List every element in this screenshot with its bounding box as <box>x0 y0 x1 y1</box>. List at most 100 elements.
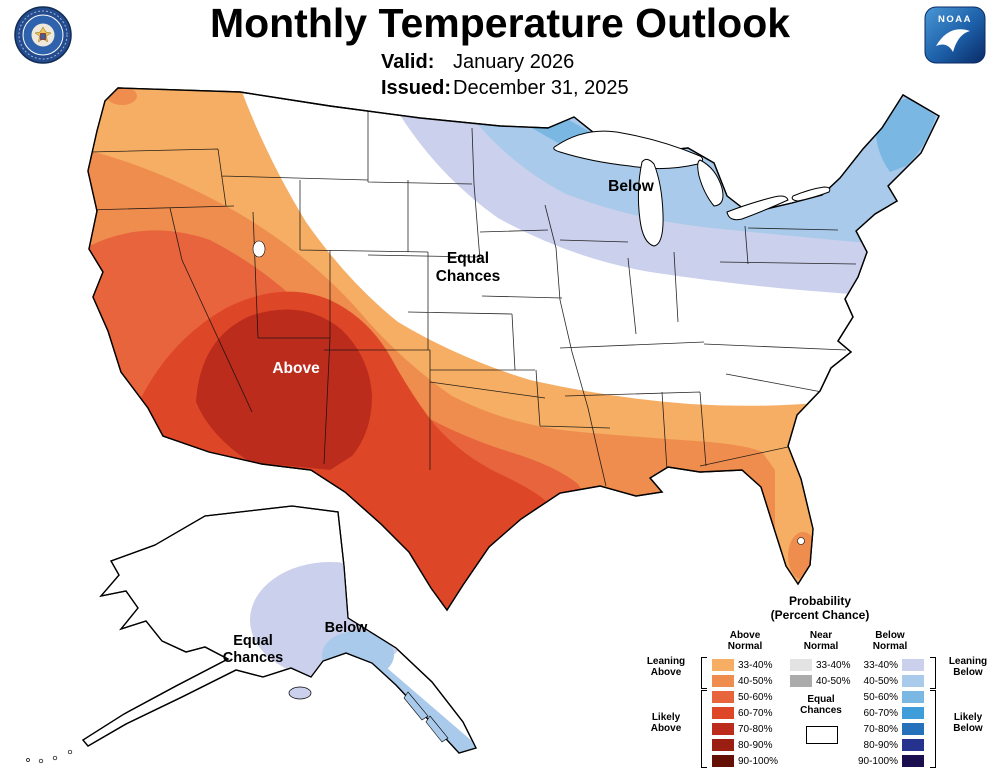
legend-row-below-60-70: 60-70% <box>856 706 924 720</box>
aleutian-islands <box>26 749 73 764</box>
legend-row-above-40-50: 40-50% <box>712 674 772 688</box>
legend-row-above-70-80: 70-80% <box>712 722 772 736</box>
legend-row-near-40-50: 40-50% <box>790 674 850 688</box>
swatch-above-60-70 <box>712 707 734 719</box>
noaa-logo: NOAA <box>924 6 986 64</box>
valid-value: January 2026 <box>453 51 575 73</box>
legend-label: 80-90% <box>738 739 773 751</box>
alaska-outline <box>82 505 477 754</box>
legend-label: 60-70% <box>863 707 898 719</box>
great-lakes <box>553 130 831 247</box>
legend-row-below-33-40: 33-40% <box>856 658 924 672</box>
alaska-label-equal-line1: Equal <box>233 633 272 649</box>
label-below-conus: Below <box>608 178 655 195</box>
legend-header-below: Below Normal <box>872 630 908 652</box>
issued-label: Issued: <box>381 77 452 99</box>
legend-row-below-90-100: 90-100% <box>856 754 924 768</box>
state-boundaries <box>88 108 857 487</box>
swatch-below-70-80 <box>902 723 924 735</box>
issued-date-line: Issued:December 31, 2025 <box>381 77 629 100</box>
legend-row-above-33-40: 33-40% <box>712 658 772 672</box>
legend-header-above: Above Normal <box>727 630 763 652</box>
lake-erie <box>726 195 789 221</box>
legend-label: 33-40% <box>816 659 851 671</box>
seal-shield <box>40 33 46 40</box>
alaska-label-equal-line2: Chances <box>223 650 283 666</box>
swatch-below-50-60 <box>902 691 924 703</box>
legend-row-near-33-40: 33-40% <box>790 658 850 672</box>
label-equal-line1: Equal <box>447 250 489 267</box>
swatch-below-60-70 <box>902 707 924 719</box>
legend-group-likely-below: Likely Below <box>953 712 983 734</box>
swatch-above-70-80 <box>712 723 734 735</box>
valid-date-line: Valid: January 2026 <box>381 51 574 74</box>
legend-group-likely-above: Likely Above <box>650 712 682 734</box>
swatch-near-33-40 <box>790 659 812 671</box>
legend-label: 50-60% <box>738 691 773 703</box>
noaa-gull-icon <box>936 29 970 52</box>
legend-row-above-50-60: 50-60% <box>712 690 772 704</box>
commerce-seal-logo <box>14 6 72 64</box>
legend-label: 90-100% <box>857 755 898 767</box>
page-title: Monthly Temperature Outlook <box>209 0 791 46</box>
lake-ontario <box>791 186 831 202</box>
panhandle-island <box>425 715 449 743</box>
legend-row-above-90-100: 90-100% <box>712 754 778 768</box>
lake-michigan <box>637 158 664 247</box>
alaska-panhandle-islands <box>403 691 449 743</box>
legend-label: 70-80% <box>863 723 898 735</box>
kodiak-island <box>288 686 312 700</box>
lake-okeechobee <box>797 537 805 545</box>
legend-title-line2: (Percent Chance) <box>770 608 870 622</box>
noaa-logo-text: NOAA <box>938 14 972 25</box>
swatch-below-33-40 <box>902 659 924 671</box>
alaska-label-below: Below <box>325 620 368 636</box>
legend-label: 40-50% <box>816 675 851 687</box>
swatch-above-50-60 <box>712 691 734 703</box>
legend-row-above-80-90: 80-90% <box>712 738 772 752</box>
swatch-near-40-50 <box>790 675 812 687</box>
issued-value: December 31, 2025 <box>453 77 629 99</box>
leaning-below-bracket <box>930 657 936 689</box>
legend-equal-chances-label: Equal Chances <box>800 694 842 716</box>
legend-group-leaning-below: Leaning Below <box>948 656 988 678</box>
legend-row-below-50-60: 50-60% <box>856 690 924 704</box>
seal-star-ring <box>18 10 68 60</box>
likely-below-bracket <box>930 690 936 768</box>
swatch-below-80-90 <box>902 739 924 751</box>
label-equal-line2: Chances <box>436 268 501 285</box>
swatch-above-90-100 <box>712 755 734 767</box>
swatch-below-40-50 <box>902 675 924 687</box>
legend-row-below-80-90: 80-90% <box>856 738 924 752</box>
legend-label: 33-40% <box>738 659 773 671</box>
great-salt-lake <box>252 240 266 258</box>
legend-label: 33-40% <box>863 659 898 671</box>
panhandle-island <box>403 691 429 721</box>
band-below-50-60-maine <box>876 98 936 172</box>
legend-group-leaning-above: Leaning Above <box>646 656 686 678</box>
legend-label: 60-70% <box>738 707 773 719</box>
legend-row-below-70-80: 70-80% <box>856 722 924 736</box>
swatch-above-40-50 <box>712 675 734 687</box>
legend-equal-chances-swatch <box>806 726 838 744</box>
swatch-below-90-100 <box>902 755 924 767</box>
valid-label: Valid: <box>381 51 435 73</box>
legend-label: 80-90% <box>863 739 898 751</box>
legend-title: Probability (Percent Chance) <box>640 594 1000 622</box>
swatch-above-33-40 <box>712 659 734 671</box>
legend-header-near: Near Normal <box>803 630 839 652</box>
label-above-conus: Above <box>272 360 320 377</box>
swatch-above-80-90 <box>712 739 734 751</box>
band-above-40-50-nw-patch <box>107 88 137 105</box>
legend-label: 40-50% <box>738 675 773 687</box>
lake-huron <box>697 159 724 207</box>
legend-label: 40-50% <box>863 675 898 687</box>
legend-label: 70-80% <box>738 723 773 735</box>
legend-row-above-60-70: 60-70% <box>712 706 772 720</box>
legend-label: 50-60% <box>863 691 898 703</box>
legend-row-below-40-50: 40-50% <box>856 674 924 688</box>
legend-title-line1: Probability <box>788 594 851 608</box>
probability-legend: Probability (Percent Chance) Above Norma… <box>628 590 1000 772</box>
